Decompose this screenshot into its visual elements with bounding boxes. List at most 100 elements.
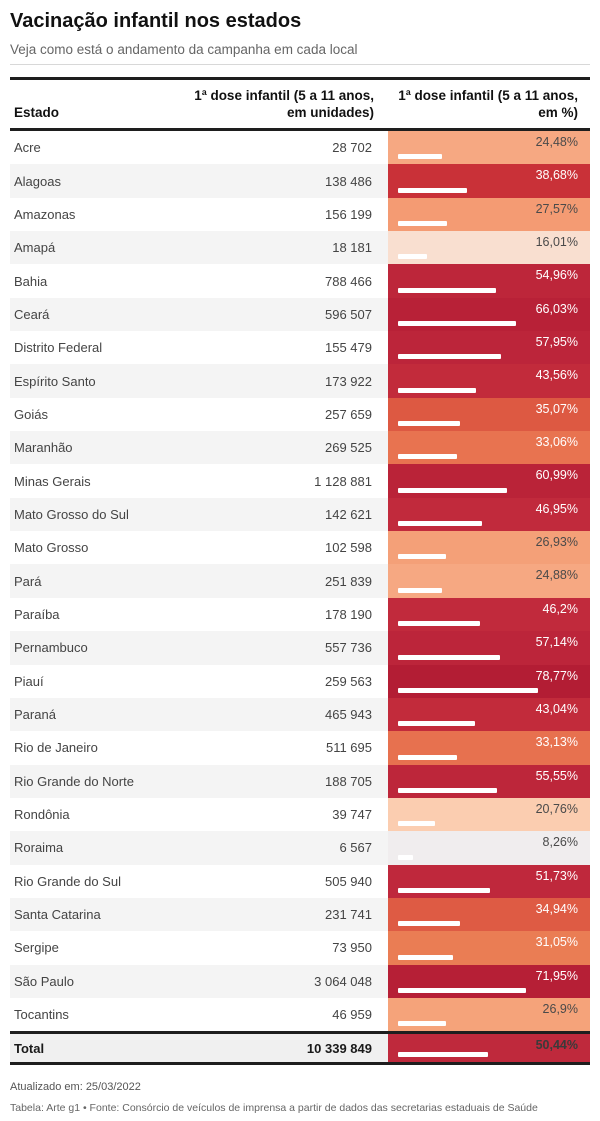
pct-cell: 60,99% <box>388 464 590 498</box>
pct-cell: 54,96% <box>388 264 590 298</box>
pct-cell: 33,06% <box>388 431 590 465</box>
units-value: 142 621 <box>210 497 388 532</box>
table-row: Rondônia 39 747 20,76% <box>10 797 590 832</box>
pct-value: 57,95% <box>535 335 578 350</box>
pct-bar <box>398 821 435 827</box>
state-name: Rondônia <box>10 797 210 832</box>
units-value: 251 839 <box>210 564 388 598</box>
total-pct-bar <box>398 1052 488 1058</box>
units-value: 1 128 881 <box>210 464 388 498</box>
state-name: Tocantins <box>10 997 210 1032</box>
pct-value: 43,56% <box>535 368 578 383</box>
table-row: Alagoas 138 486 38,68% <box>10 164 590 198</box>
pct-value: 54,96% <box>535 268 578 283</box>
units-value: 155 479 <box>210 331 388 365</box>
pct-cell: 24,48% <box>388 131 590 165</box>
total-label: Total <box>10 1034 210 1063</box>
state-name: Bahia <box>10 264 210 298</box>
table-row: Mato Grosso do Sul 142 621 46,95% <box>10 497 590 532</box>
pct-bar <box>398 621 481 627</box>
pct-bar <box>398 287 496 293</box>
pct-value: 20,76% <box>535 801 578 816</box>
table-row: Rio Grande do Norte 188 705 55,55% <box>10 764 590 798</box>
state-name: Roraima <box>10 831 210 865</box>
pct-cell: 27,57% <box>388 197 590 232</box>
pct-value: 24,48% <box>535 135 578 149</box>
state-name: Pernambuco <box>10 631 210 665</box>
pct-value: 46,2% <box>542 601 578 616</box>
pct-bar <box>398 154 442 160</box>
total-pct-cell: 50,44% <box>388 1034 590 1063</box>
table-row: Santa Catarina 231 741 34,94% <box>10 897 590 932</box>
pct-cell: 16,01% <box>388 231 590 265</box>
col-header-units-line1: 1ª dose infantil (5 a 11 anos, <box>194 88 374 103</box>
state-name: Maranhão <box>10 431 210 465</box>
pct-bar <box>398 354 502 360</box>
col-header-pct: 1ª dose infantil (5 a 11 anos, em %) <box>388 87 590 121</box>
state-name: Amazonas <box>10 197 210 232</box>
units-value: 511 695 <box>210 731 388 765</box>
pct-value: 38,68% <box>535 168 578 183</box>
pct-bar <box>398 687 539 693</box>
pct-value: 34,94% <box>535 901 578 916</box>
state-name: Amapá <box>10 231 210 265</box>
table-row: Espírito Santo 173 922 43,56% <box>10 364 590 398</box>
page-subtitle: Veja como está o andamento da campanha e… <box>10 42 358 57</box>
pct-cell: 38,68% <box>388 164 590 198</box>
units-value: 138 486 <box>210 164 388 198</box>
footer-credit: Tabela: Arte g1 • Fonte: Consórcio de ve… <box>10 1102 538 1115</box>
state-name: Minas Gerais <box>10 464 210 498</box>
table-row: Paraíba 178 190 46,2% <box>10 597 590 632</box>
state-name: Rio de Janeiro <box>10 731 210 765</box>
pct-bar <box>398 1021 446 1027</box>
pct-bar <box>398 787 497 793</box>
table-row: Bahia 788 466 54,96% <box>10 264 590 298</box>
table-row: Piauí 259 563 78,77% <box>10 664 590 698</box>
units-value: 231 741 <box>210 897 388 932</box>
pct-bar <box>398 854 413 860</box>
pct-cell: 26,93% <box>388 531 590 565</box>
footer: Atualizado em: 25/03/2022 Tabela: Arte g… <box>10 1081 590 1114</box>
units-value: 269 525 <box>210 431 388 465</box>
state-name: Pará <box>10 564 210 598</box>
units-value: 73 950 <box>210 931 388 965</box>
pct-bar <box>398 921 461 927</box>
units-value: 465 943 <box>210 697 388 732</box>
pct-cell: 33,13% <box>388 731 590 765</box>
state-name: Rio Grande do Norte <box>10 764 210 798</box>
state-name: Goiás <box>10 397 210 432</box>
pct-value: 16,01% <box>535 235 578 250</box>
table-row: Rio de Janeiro 511 695 33,13% <box>10 731 590 765</box>
units-value: 257 659 <box>210 397 388 432</box>
state-name: Santa Catarina <box>10 897 210 932</box>
table-row: Mato Grosso 102 598 26,93% <box>10 531 590 565</box>
col-header-units: 1ª dose infantil (5 a 11 anos, em unidad… <box>178 87 388 121</box>
pct-cell: 57,95% <box>388 331 590 365</box>
pct-value: 33,06% <box>535 435 578 450</box>
pct-cell: 24,88% <box>388 564 590 598</box>
pct-bar <box>398 587 443 593</box>
table-row: Pernambuco 557 736 57,14% <box>10 631 590 665</box>
state-name: Mato Grosso <box>10 531 210 565</box>
table-row: Distrito Federal 155 479 57,95% <box>10 331 590 365</box>
pct-value: 51,73% <box>535 868 578 883</box>
total-pct-value: 50,44% <box>535 1038 578 1053</box>
pct-bar <box>398 754 457 760</box>
footer-updated: Atualizado em: 25/03/2022 <box>10 1081 141 1094</box>
pct-cell: 34,94% <box>388 897 590 932</box>
pct-bar <box>398 721 475 727</box>
state-name: Piauí <box>10 664 210 698</box>
col-header-units-line2: em unidades) <box>286 105 374 120</box>
units-value: 178 190 <box>210 597 388 632</box>
pct-value: 66,03% <box>535 301 578 316</box>
pct-bar <box>398 221 448 227</box>
pct-bar <box>398 454 457 460</box>
pct-cell: 57,14% <box>388 631 590 665</box>
units-value: 156 199 <box>210 197 388 232</box>
pct-bar <box>398 654 500 660</box>
pct-value: 26,93% <box>535 535 578 550</box>
pct-cell: 8,26% <box>388 831 590 865</box>
page-title: Vacinação infantil nos estados <box>10 10 302 32</box>
units-value: 259 563 <box>210 664 388 698</box>
units-value: 28 702 <box>210 131 388 165</box>
